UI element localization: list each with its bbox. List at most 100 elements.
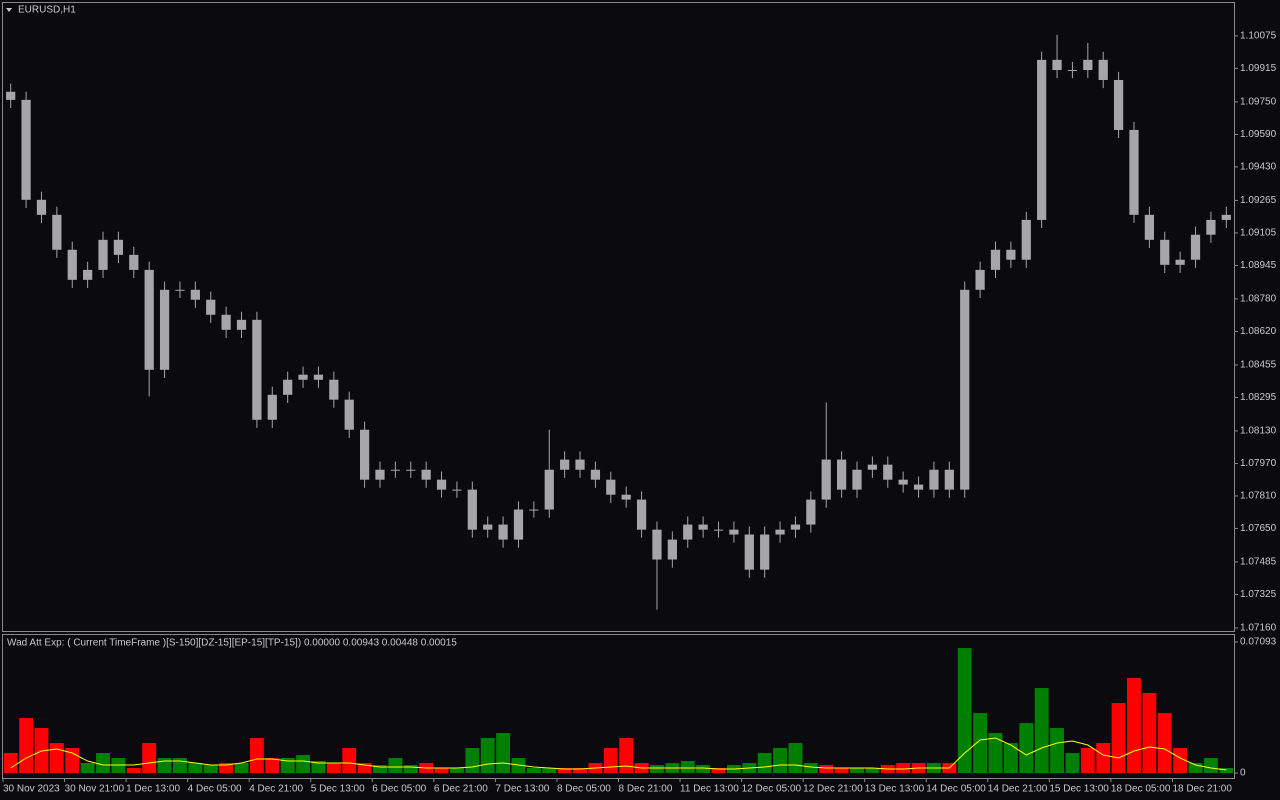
histogram-bar — [1003, 743, 1018, 774]
histogram-bar — [619, 738, 634, 774]
candle-body — [760, 534, 770, 570]
y-tick-label: 1.07325 — [1240, 589, 1277, 600]
candle-body — [329, 379, 339, 400]
candle-body — [159, 289, 170, 370]
candle-body — [729, 529, 739, 535]
x-tick-label: 6 Dec 05:00 — [372, 784, 426, 795]
histogram-bar — [480, 738, 495, 774]
candle-body — [1190, 234, 1201, 260]
histogram-bar — [373, 765, 387, 774]
histogram-bar — [496, 733, 511, 774]
y-tick-label: 1.09590 — [1240, 129, 1277, 140]
price-panel — [2, 2, 1235, 632]
candle-body — [898, 479, 908, 485]
y-tick-label: 1.09430 — [1240, 162, 1277, 173]
chart-title: EURUSD,H1 — [18, 5, 76, 16]
histogram-bar — [234, 763, 249, 774]
histogram-bar — [1127, 678, 1141, 774]
histogram-bar — [696, 765, 711, 774]
candle-body — [436, 479, 447, 490]
histogram-bar — [773, 748, 787, 774]
y-tick-label: 1.08455 — [1240, 360, 1277, 371]
candle-body — [513, 509, 524, 540]
histogram-bar — [680, 761, 695, 774]
candle-body — [375, 469, 385, 480]
histogram-bar — [973, 713, 988, 774]
candle-body — [1129, 129, 1139, 215]
histogram-bar — [988, 733, 1003, 774]
histogram-bar — [296, 755, 310, 774]
x-tick-label: 8 Dec 05:00 — [557, 784, 611, 795]
histogram-bar — [450, 768, 464, 774]
candle-body — [837, 459, 847, 490]
candle-body — [575, 459, 585, 470]
histogram-bar — [19, 718, 34, 774]
indicator-title: Wad Att Exp: ( Current TimeFrame )[S-150… — [7, 638, 457, 649]
histogram-bar — [173, 758, 187, 774]
candle-body — [1113, 79, 1124, 130]
x-tick-label: 13 Dec 13:00 — [865, 784, 925, 795]
histogram-bar — [896, 763, 911, 774]
candle-body — [1160, 239, 1170, 265]
histogram-bar — [1080, 748, 1095, 774]
histogram-bar — [203, 765, 218, 774]
x-tick-label: 1 Dec 13:00 — [126, 784, 180, 795]
candle-body — [821, 459, 831, 500]
histogram-bar — [1188, 763, 1203, 774]
histogram-bar — [557, 768, 572, 774]
y-tick-label: 1.07650 — [1240, 523, 1277, 534]
candle-body — [6, 91, 16, 100]
histogram-bar — [465, 748, 480, 774]
candle-body — [560, 459, 570, 470]
candle-body — [113, 239, 124, 255]
histogram-bar — [834, 768, 849, 774]
candle-body — [852, 469, 862, 490]
candle-body — [252, 319, 262, 420]
x-tick-label: 18 Dec 21:00 — [1172, 784, 1232, 795]
x-tick-label: 30 Nov 21:00 — [65, 784, 125, 795]
candle-body — [1144, 214, 1154, 240]
candle-body — [960, 289, 970, 490]
histogram-bar — [850, 768, 864, 774]
histogram-bar — [34, 728, 49, 774]
histogram-bar — [403, 765, 418, 774]
candle-body — [929, 469, 939, 490]
histogram-bar — [803, 763, 818, 774]
x-tick-label: 5 Dec 13:00 — [311, 784, 365, 795]
candle-body — [529, 509, 539, 511]
candle-body — [298, 374, 308, 380]
x-tick-label: 12 Dec 05:00 — [742, 784, 802, 795]
candle-body — [67, 249, 77, 280]
candle-body — [175, 289, 185, 291]
histogram-bar — [1050, 728, 1064, 774]
candle-body — [590, 469, 601, 480]
candle-body — [190, 289, 200, 300]
x-tick-label: 8 Dec 21:00 — [619, 784, 673, 795]
histogram-bar — [126, 768, 141, 774]
histogram-bar — [650, 765, 664, 774]
candle-body — [806, 499, 816, 525]
histogram-bar — [711, 768, 726, 774]
histogram-bar — [865, 768, 880, 774]
histogram-bar — [1157, 713, 1172, 774]
x-tick-label: 30 Nov 2023 — [3, 784, 60, 795]
histogram-bar — [142, 743, 157, 774]
histogram-bar — [434, 768, 449, 774]
menu-arrow[interactable] — [6, 8, 12, 12]
y-tick-label: 1.07485 — [1240, 557, 1277, 568]
candle-body — [344, 399, 354, 430]
histogram-bar — [573, 768, 587, 774]
x-tick-label: 18 Dec 05:00 — [1111, 784, 1171, 795]
candle-body — [1175, 259, 1185, 265]
signal-line — [10, 737, 1227, 771]
y-tick-label: 1.07970 — [1240, 458, 1277, 469]
candle-body — [236, 319, 247, 330]
histogram-bar — [1019, 723, 1034, 774]
candle-body — [406, 469, 416, 471]
x-tick-label: 4 Dec 05:00 — [188, 784, 242, 795]
histogram-bar — [1096, 743, 1111, 774]
candle-body — [990, 249, 1001, 270]
candle-body — [1206, 219, 1216, 235]
